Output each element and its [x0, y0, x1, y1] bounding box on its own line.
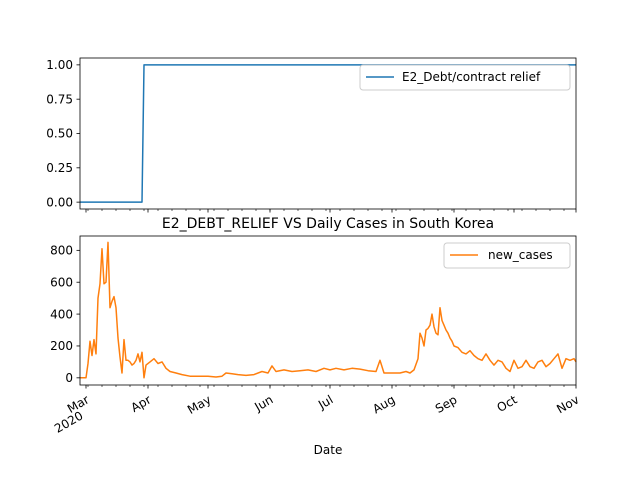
top-y-tick-label-2: 0.50: [46, 127, 73, 141]
bottom-legend-box: [443, 242, 571, 269]
bottom-y-tick-label-3: 600: [50, 275, 73, 289]
top-y-axis: 0.00 0.25 0.50 0.75 1.00: [46, 58, 80, 209]
top-legend: E2_Debt/contract relief: [359, 64, 571, 91]
bottom-y-tick-label-4: 800: [50, 244, 73, 258]
top-y-tick-label-1: 0.25: [46, 161, 73, 175]
top-series-lines: [80, 64, 576, 203]
bottom-y-tick-label-2: 400: [50, 307, 73, 321]
top-axes-frame: [79, 57, 577, 210]
top-y-tick-label-4: 1.00: [46, 58, 73, 72]
bottom-legend: new_cases: [443, 242, 571, 269]
x-axis-label: Date: [314, 443, 343, 457]
bottom-y-axis: 0 200 400 600 800: [50, 244, 80, 385]
chart-title: E2_DEBT_RELIEF VS Daily Cases in South K…: [162, 216, 494, 232]
bottom-y-tick-label-1: 200: [50, 339, 73, 353]
bottom-y-tick-label-0: 0: [65, 371, 73, 385]
top-legend-box: [359, 64, 571, 91]
top-y-tick-label-0: 0.00: [46, 195, 73, 209]
top-series-line-0: [80, 64, 576, 203]
bottom-legend-label: new_cases: [488, 248, 553, 262]
bottom-series-line-0: [80, 241, 577, 379]
bottom-series-lines: [80, 241, 577, 379]
top-panel: 0.00 0.25 0.50 0.75 1.00 E2_Debt/contract re…: [46, 57, 577, 213]
top-y-tick-label-3: 0.75: [46, 92, 73, 106]
bottom-axes-frame: [79, 235, 577, 386]
top-legend-label: E2_Debt/contract relief: [402, 70, 541, 84]
x-tick-label-4: Jul: [315, 392, 335, 412]
